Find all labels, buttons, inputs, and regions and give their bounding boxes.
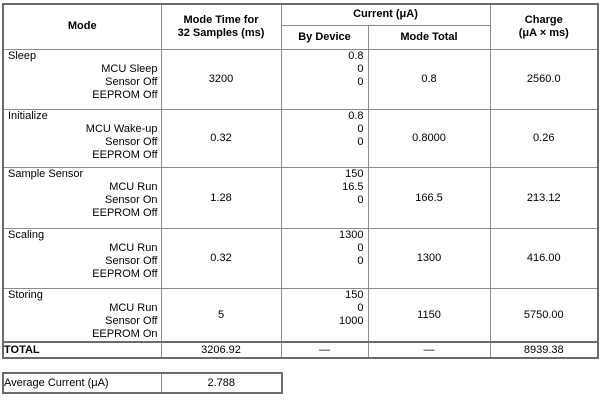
mode-group-label: Storing (8, 288, 43, 301)
by-device-value: 0.8 (348, 109, 364, 122)
by-device-value: 0 (357, 135, 364, 148)
mode-time-cell: 0.32 (160, 227, 282, 289)
device-label: EEPROM Off (92, 148, 158, 161)
average-current-row: Average Current (μA) 2.788 (2, 372, 283, 394)
mode-time-cell: 5 (160, 287, 282, 343)
device-label: Sensor Off (105, 75, 158, 88)
device-label: MCU Sleep (101, 62, 158, 75)
charge-cell: 213.12 (489, 166, 599, 229)
total-label: TOTAL (2, 341, 162, 359)
header-current-group: Current (μA) (280, 3, 491, 26)
mode-group-label: Sleep (8, 49, 37, 62)
mode-total-cell: 0.8 (367, 48, 491, 110)
charge-cell: 2560.0 (489, 48, 599, 110)
mode-cell: Sample Sensor MCU Run Sensor On EEPROM O… (2, 166, 162, 229)
device-label: MCU Run (109, 241, 158, 254)
charge-cell: 416.00 (489, 227, 599, 289)
by-device-value: 0 (357, 254, 364, 267)
mode-cell: Storing MCU Run Sensor Off EEPROM On (2, 287, 162, 343)
charge-cell: 5750.00 (489, 287, 599, 343)
mode-group-label: Scaling (8, 228, 45, 241)
by-device-value: 16.5 (342, 180, 364, 193)
by-device-cell: 150 0 1000 (280, 287, 369, 343)
by-device-value: 0 (357, 301, 364, 314)
by-device-value: 1300 (339, 228, 364, 241)
mode-group-label: Sample Sensor (8, 167, 84, 180)
table-header: Mode Mode Time for 32 Samples (ms) Curre… (2, 3, 599, 50)
page: Mode Mode Time for 32 Samples (ms) Curre… (2, 3, 599, 394)
table-row-storing: Storing MCU Run Sensor Off EEPROM On 5 1… (2, 287, 599, 343)
by-device-value: 150 (345, 288, 364, 301)
average-current-label: Average Current (μA) (2, 372, 162, 394)
mode-total-cell: 0.8000 (367, 108, 491, 168)
device-label: Sensor Off (105, 314, 158, 327)
device-label: EEPROM On (92, 327, 158, 340)
header-charge: Charge (μA × ms) (489, 3, 599, 50)
mode-cell: Initialize MCU Wake-up Sensor Off EEPROM… (2, 108, 162, 168)
by-device-value: 0 (357, 62, 364, 75)
power-modes-table: Mode Mode Time for 32 Samples (ms) Curre… (2, 3, 599, 359)
by-device-cell: 0.8 0 0 (280, 48, 369, 110)
charge-cell: 0.26 (489, 108, 599, 168)
device-label: EEPROM Off (92, 267, 158, 280)
average-current-value: 2.788 (160, 372, 283, 394)
table-row-sleep: Sleep MCU Sleep Sensor Off EEPROM Off 32… (2, 48, 599, 110)
mode-cell: Sleep MCU Sleep Sensor Off EEPROM Off (2, 48, 162, 110)
by-device-value: 0 (357, 75, 364, 88)
device-label: Sensor Off (105, 254, 158, 267)
total-by-device: — (280, 341, 369, 359)
by-device-value: 150 (345, 167, 364, 180)
by-device-cell: 0.8 0 0 (280, 108, 369, 168)
by-device-value: 0 (357, 122, 364, 135)
device-label: MCU Run (109, 180, 158, 193)
table-row-sample-sensor: Sample Sensor MCU Run Sensor On EEPROM O… (2, 166, 599, 229)
by-device-value: 1000 (339, 314, 364, 327)
total-row: TOTAL 3206.92 — — 8939.38 (2, 341, 599, 359)
device-label: Sensor On (104, 193, 158, 206)
mode-total-cell: 1300 (367, 227, 491, 289)
table-row-initialize: Initialize MCU Wake-up Sensor Off EEPROM… (2, 108, 599, 168)
header-charge-line2: (μA × ms) (518, 26, 569, 39)
device-label: MCU Wake-up (85, 122, 158, 135)
header-row-1: Mode Mode Time for 32 Samples (ms) Curre… (2, 3, 599, 50)
header-row-2: By Device Mode Total (3, 24, 598, 50)
by-device-cell: 150 16.5 0 (280, 166, 369, 229)
mode-time-cell: 1.28 (160, 166, 282, 229)
mode-group-label: Initialize (8, 109, 48, 122)
average-current-table: Average Current (μA) 2.788 (2, 372, 283, 394)
by-device-value: 0.8 (348, 49, 364, 62)
mode-total-cell: 166.5 (367, 166, 491, 229)
mode-total-cell: 1150 (367, 287, 491, 343)
total-mode-total: — (367, 341, 491, 359)
header-by-device: By Device (280, 24, 369, 50)
header-mode: Mode (2, 3, 162, 50)
device-label: MCU Run (109, 301, 158, 314)
mode-time-cell: 3200 (160, 48, 282, 110)
header-mode-time-line1: Mode Time for (183, 13, 259, 26)
device-label: Sensor Off (105, 135, 158, 148)
total-mode-time: 3206.92 (160, 341, 282, 359)
table-row-scaling: Scaling MCU Run Sensor Off EEPROM Off 0.… (2, 227, 599, 289)
by-device-cell: 1300 0 0 (280, 227, 369, 289)
header-mode-time-line2: 32 Samples (ms) (177, 26, 265, 39)
mode-time-cell: 0.32 (160, 108, 282, 168)
device-label: EEPROM Off (92, 88, 158, 101)
by-device-value: 0 (357, 193, 364, 206)
header-charge-line1: Charge (524, 13, 563, 26)
total-charge: 8939.38 (489, 341, 599, 359)
header-mode-total: Mode Total (367, 24, 491, 50)
header-mode-time: Mode Time for 32 Samples (ms) (160, 3, 282, 50)
mode-cell: Scaling MCU Run Sensor Off EEPROM Off (2, 227, 162, 289)
by-device-value: 0 (357, 241, 364, 254)
device-label: EEPROM Off (92, 206, 158, 219)
